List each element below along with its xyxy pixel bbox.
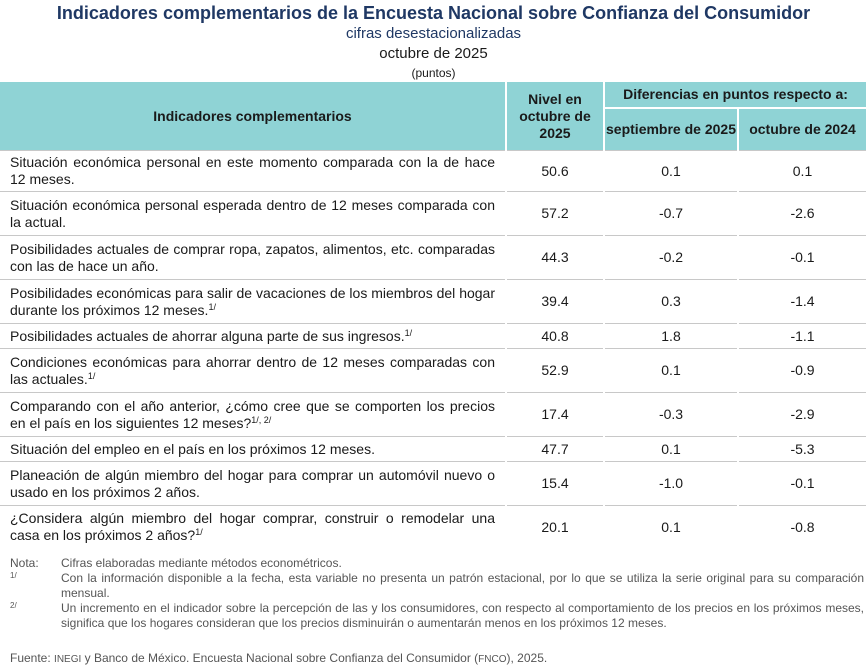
- source-text-1: y Banco de México. Encuesta Nacional sob…: [84, 651, 479, 665]
- header-differences: Diferencias en puntos respecto a:: [604, 82, 866, 109]
- table-row: Comparando con el año anterior, ¿cómo cr…: [0, 392, 866, 437]
- indicator-label: Condiciones económicas para ahorrar dent…: [0, 348, 507, 393]
- indicator-label: Situación económica personal esperada de…: [0, 191, 507, 236]
- indicator-label: Posibilidades actuales de comprar ropa, …: [0, 235, 507, 280]
- indicator-text: ¿Considera algún miembro del hogar compr…: [10, 510, 495, 544]
- diff-october-value: 0.1: [738, 150, 866, 192]
- footnote-ref: 1/: [195, 527, 203, 538]
- header-indicators: Indicadores complementarios: [0, 82, 507, 151]
- note-2-text: Un incremento en el indicador sobre la p…: [61, 601, 864, 630]
- report-title: Indicadores complementarios de la Encues…: [56, 3, 811, 23]
- source-label: Fuente:: [10, 651, 51, 665]
- indicator-label: Posibilidades actuales de ahorrar alguna…: [0, 323, 507, 349]
- diff-september-value: 1.8: [604, 323, 739, 349]
- indicator-label: Posibilidades económicas para salir de v…: [0, 279, 507, 324]
- note-1-label: 1/: [10, 571, 17, 580]
- indicator-text: Situación económica personal esperada de…: [10, 196, 495, 230]
- header-diff-october: octubre de 2024: [738, 108, 866, 151]
- level-value: 40.8: [506, 323, 605, 349]
- indicator-label: Situación del empleo en el país en los p…: [0, 436, 507, 462]
- diff-october-value: -0.1: [738, 235, 866, 280]
- level-value: 17.4: [506, 392, 605, 437]
- diff-september-value: -0.2: [604, 235, 739, 280]
- indicator-text: Situación del empleo en el país en los p…: [10, 440, 375, 457]
- indicator-text: Condiciones económicas para ahorrar dent…: [10, 353, 495, 387]
- table-row: Situación del empleo en el país en los p…: [0, 436, 866, 462]
- table-row: Planeación de algún miembro del hogar pa…: [0, 461, 866, 506]
- source-text-2: ), 2025.: [506, 651, 548, 665]
- indicator-label: Planeación de algún miembro del hogar pa…: [0, 461, 507, 506]
- level-value: 57.2: [506, 191, 605, 236]
- note-2: 2/ Un incremento en el indicador sobre l…: [10, 601, 864, 631]
- diff-october-value: -0.1: [738, 461, 866, 506]
- footnote-ref: 1/: [208, 301, 216, 312]
- note-general-text: Cifras elaboradas mediante métodos econo…: [61, 556, 342, 570]
- indicator-label: ¿Considera algún miembro del hogar compr…: [0, 505, 507, 549]
- note-1-text: Con la información disponible a la fecha…: [61, 571, 864, 600]
- diff-september-value: -1.0: [604, 461, 739, 506]
- table-row: Situación económica personal en este mom…: [0, 150, 866, 192]
- diff-september-value: -0.3: [604, 392, 739, 437]
- diff-october-value: -1.4: [738, 279, 866, 324]
- table-row: Condiciones económicas para ahorrar dent…: [0, 348, 866, 393]
- indicator-text: Planeación de algún miembro del hogar pa…: [10, 466, 495, 500]
- indicator-text: Comparando con el año anterior, ¿cómo cr…: [10, 397, 495, 431]
- indicator-text: Posibilidades actuales de comprar ropa, …: [10, 240, 495, 274]
- note-2-label: 2/: [10, 601, 17, 610]
- source-fnco: FNCO: [478, 654, 507, 665]
- diff-october-value: -0.9: [738, 348, 866, 393]
- indicator-label: Situación económica personal en este mom…: [0, 150, 507, 192]
- level-value: 47.7: [506, 436, 605, 462]
- diff-october-value: -0.8: [738, 505, 866, 549]
- diff-october-value: -1.1: [738, 323, 866, 349]
- table-row: Posibilidades económicas para salir de v…: [0, 279, 866, 324]
- level-value: 15.4: [506, 461, 605, 506]
- table-row: Posibilidades actuales de ahorrar alguna…: [0, 323, 866, 349]
- source-line: Fuente: INEGI y Banco de México. Encuest…: [10, 651, 547, 665]
- diff-september-value: 0.1: [604, 436, 739, 462]
- diff-october-value: -5.3: [738, 436, 866, 462]
- diff-september-value: 0.1: [604, 150, 739, 192]
- diff-september-value: -0.7: [604, 191, 739, 236]
- level-value: 44.3: [506, 235, 605, 280]
- note-1: 1/ Con la información disponible a la fe…: [10, 571, 864, 601]
- footnote-ref: 1/, 2/: [251, 414, 272, 425]
- diff-september-value: 0.1: [604, 505, 739, 549]
- report-units: (puntos): [411, 66, 456, 80]
- table-row: Situación económica personal esperada de…: [0, 191, 866, 236]
- diff-september-value: 0.3: [604, 279, 739, 324]
- indicator-text: Posibilidades actuales de ahorrar alguna…: [10, 327, 405, 344]
- footnote-ref: 1/: [87, 370, 96, 381]
- source-inegi: INEGI: [54, 654, 82, 665]
- header-diff-september: septiembre de 2025: [604, 108, 739, 151]
- report-subtitle: cifras desestacionalizadas: [345, 25, 522, 42]
- report-period: octubre de 2025: [379, 45, 488, 62]
- table-row: ¿Considera algún miembro del hogar compr…: [0, 505, 866, 549]
- diff-october-value: -2.6: [738, 191, 866, 236]
- level-value: 50.6: [506, 150, 605, 192]
- note-general-label: Nota:: [10, 556, 39, 570]
- note-general: Nota: Cifras elaboradas mediante métodos…: [10, 556, 864, 571]
- diff-september-value: 0.1: [604, 348, 739, 393]
- footnote-ref: 1/: [404, 327, 413, 338]
- header-level: Nivel en octubre de 2025: [506, 82, 605, 151]
- level-value: 39.4: [506, 279, 605, 324]
- diff-october-value: -2.9: [738, 392, 866, 437]
- indicator-text: Posibilidades económicas para salir de v…: [10, 284, 495, 318]
- indicator-text: Situación económica personal en este mom…: [10, 154, 495, 187]
- indicators-table: Indicadores complementarios Nivel en oct…: [0, 82, 866, 549]
- indicator-label: Comparando con el año anterior, ¿cómo cr…: [0, 392, 507, 437]
- level-value: 20.1: [506, 505, 605, 549]
- table-row: Posibilidades actuales de comprar ropa, …: [0, 235, 866, 280]
- level-value: 52.9: [506, 348, 605, 393]
- notes-section: Nota: Cifras elaboradas mediante métodos…: [10, 556, 864, 631]
